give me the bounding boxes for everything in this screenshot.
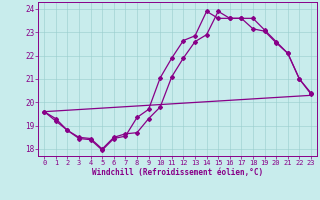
- X-axis label: Windchill (Refroidissement éolien,°C): Windchill (Refroidissement éolien,°C): [92, 168, 263, 177]
